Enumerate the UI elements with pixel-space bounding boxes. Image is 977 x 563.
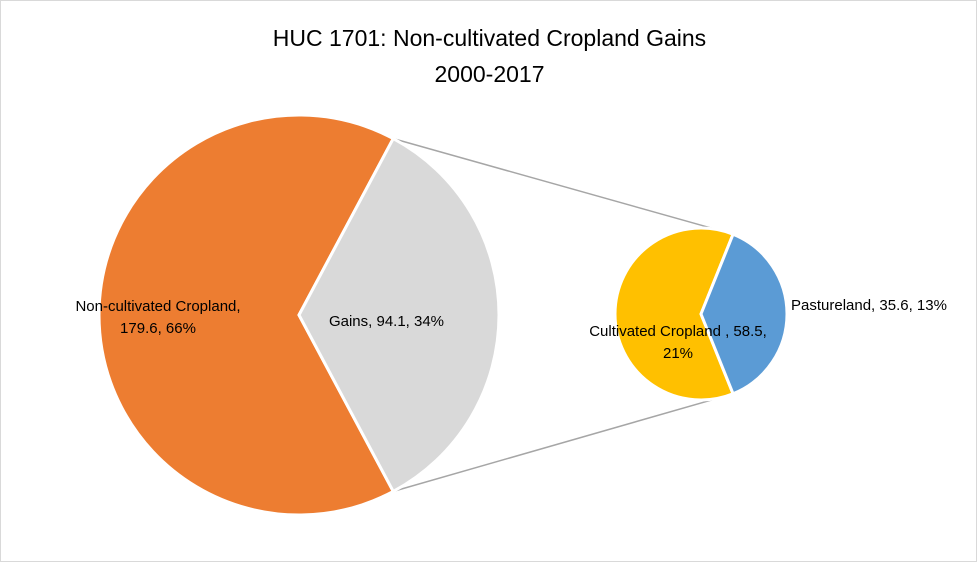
data-label: Pastureland, 35.6, 13% bbox=[791, 297, 947, 314]
data-label: Non-cultivated Cropland, 179.6, 66% bbox=[75, 298, 241, 337]
data-label: Cultivated Cropland , 58.5, 21% bbox=[589, 323, 767, 362]
data-label: Gains, 94.1, 34% bbox=[328, 313, 445, 330]
pie-slice bbox=[297, 136, 501, 494]
connector-line bbox=[393, 393, 734, 493]
pie-slice bbox=[97, 113, 396, 517]
connector-line bbox=[393, 137, 734, 235]
chart-subtitle: 2000-2017 bbox=[434, 61, 545, 87]
chart-title: HUC 1701: Non-cultivated Cropland Gains bbox=[272, 25, 707, 51]
pie-slice bbox=[699, 232, 789, 396]
pie-slice bbox=[613, 226, 736, 402]
